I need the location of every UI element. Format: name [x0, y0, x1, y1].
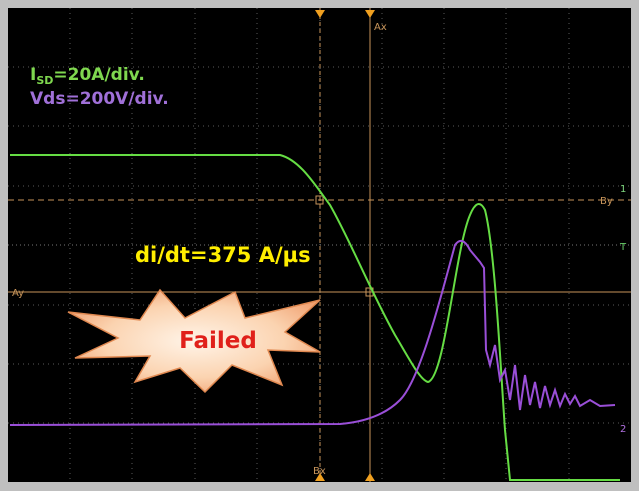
failed-burst [67, 288, 321, 394]
cursor-label: Bx [313, 466, 326, 477]
slope-label: di/dt=375 A/µs [135, 243, 311, 267]
channel-label: 1 [620, 184, 626, 195]
channel-label: 2 [620, 424, 626, 435]
current-scale: ISD=20A/div. [30, 65, 145, 87]
voltage-trace [9, 239, 616, 426]
voltage-scale: Vds=200V/div. [30, 89, 169, 109]
cursor-label: By [600, 196, 613, 207]
failed-label: Failed [179, 328, 257, 354]
cursors [8, 8, 631, 482]
current-trace [10, 154, 620, 481]
trigger-label: T [619, 242, 627, 253]
cursor-label: Ax [374, 22, 387, 33]
cursor-label: Ay [12, 288, 24, 299]
